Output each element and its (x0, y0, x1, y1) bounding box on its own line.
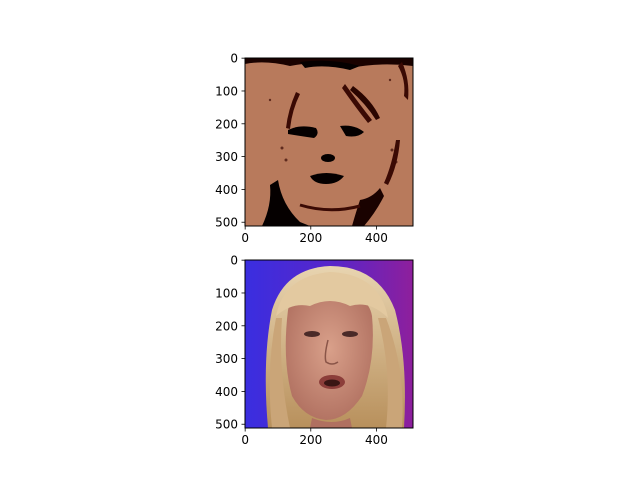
y-tick-label-bottom: 0 (230, 254, 238, 268)
y-tick-label-bottom: 300 (215, 352, 238, 366)
x-tick-label-top: 0 (241, 231, 249, 245)
axes-bottom-frame (244, 259, 414, 429)
x-tick-label-top: 200 (299, 231, 322, 245)
y-tick-label-bottom: 100 (215, 286, 238, 300)
filtered-face-image (245, 58, 413, 226)
y-tick-label-bottom: 200 (215, 319, 238, 333)
axes-bottom: 0 200 400 0 100 200 300 400 500 (215, 254, 414, 447)
x-tick-label-bottom: 200 (299, 433, 322, 447)
y-tick-label-top: 100 (215, 84, 238, 98)
axes-top-ticks: 0 200 400 0 100 200 300 400 500 (215, 52, 388, 245)
y-tick-label-top: 200 (215, 117, 238, 131)
axes-top-frame (244, 57, 414, 227)
y-tick-label-bottom: 500 (215, 418, 238, 432)
y-tick-label-top: 300 (215, 150, 238, 164)
y-tick-label-top: 500 (215, 216, 238, 230)
original-face-image (245, 260, 413, 428)
y-tick-label-top: 400 (215, 183, 238, 197)
y-tick-label-bottom: 400 (215, 385, 238, 399)
axes-top: 0 200 400 0 100 200 300 400 500 (215, 52, 414, 245)
x-tick-label-bottom: 400 (365, 433, 388, 447)
axes-bottom-ticks: 0 200 400 0 100 200 300 400 500 (215, 254, 388, 447)
x-tick-label-bottom: 0 (241, 433, 249, 447)
y-tick-label-top: 0 (230, 52, 238, 66)
x-tick-label-top: 400 (365, 231, 388, 245)
